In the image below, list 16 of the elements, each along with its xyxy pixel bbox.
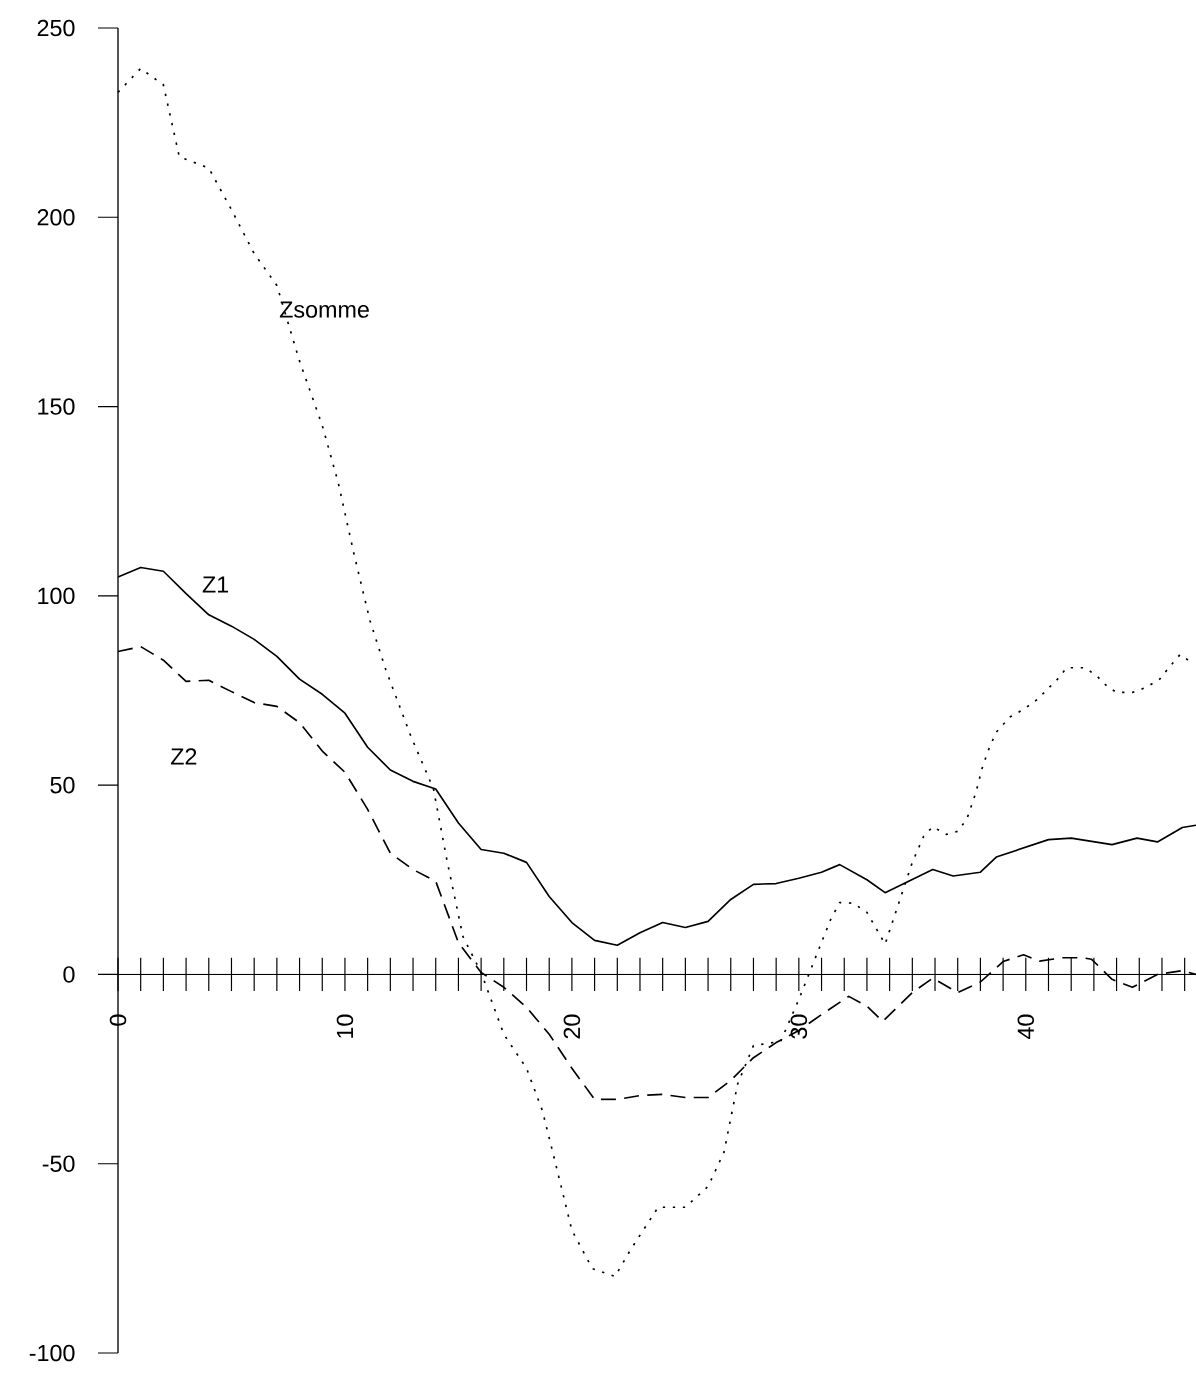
y-tick-label: 0 bbox=[63, 966, 75, 983]
x-tick-label: 0 bbox=[109, 1014, 127, 1026]
series-label: Zsomme bbox=[279, 301, 369, 318]
x-tick-label: 20 bbox=[563, 1014, 581, 1039]
x-tick-label: 10 bbox=[336, 1014, 354, 1038]
text: Z2 bbox=[170, 748, 197, 765]
x-tick-label: 40 bbox=[1017, 1014, 1035, 1040]
x-tick-label: 30 bbox=[790, 1014, 808, 1039]
series-label: Z1 bbox=[202, 576, 229, 593]
y-tick-label: 200 bbox=[37, 208, 75, 226]
y-tick-label: 250 bbox=[37, 19, 75, 37]
y-tick-label: -50 bbox=[42, 1155, 75, 1172]
y-tick-label: 50 bbox=[50, 776, 75, 794]
y-tick-label: 100 bbox=[38, 587, 75, 605]
y-tick-label: -100 bbox=[29, 1344, 75, 1362]
y-tick-label: 150 bbox=[38, 398, 75, 415]
